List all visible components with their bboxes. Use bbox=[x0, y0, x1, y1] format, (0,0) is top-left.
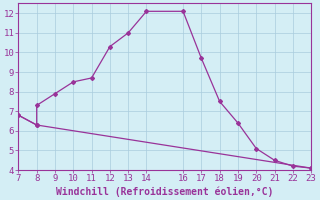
X-axis label: Windchill (Refroidissement éolien,°C): Windchill (Refroidissement éolien,°C) bbox=[56, 186, 274, 197]
